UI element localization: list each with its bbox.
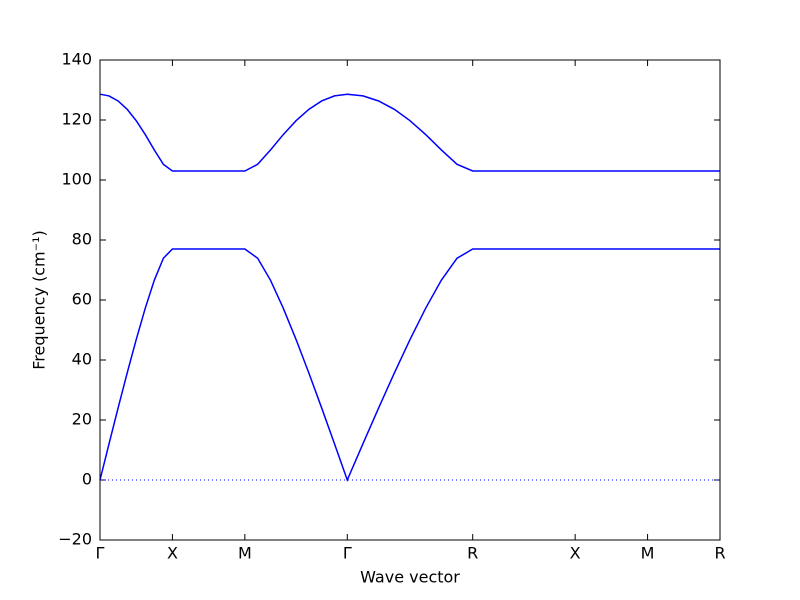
x-tick-label: R: [467, 544, 478, 563]
x-tick-label: X: [167, 544, 178, 563]
y-tick-label: 140: [61, 50, 92, 69]
x-tick-label: R: [714, 544, 725, 563]
x-tick-label: Γ: [96, 544, 105, 563]
x-tick-label: X: [570, 544, 581, 563]
plot-frame: [99, 59, 721, 541]
y-axis-label: Frequency (cm⁻¹): [30, 230, 49, 369]
y-tick-label: 60: [72, 290, 92, 309]
y-tick-label: 0: [82, 470, 92, 489]
y-tick-label: 100: [61, 170, 92, 189]
y-tick-label: 20: [72, 410, 92, 429]
band-line: [99, 93, 720, 172]
y-tick-label: −20: [58, 530, 92, 549]
x-tick-label: Γ: [343, 544, 352, 563]
y-tick-label: 120: [61, 110, 92, 129]
x-tick-label: M: [238, 544, 252, 563]
y-tick-label: 40: [72, 350, 92, 369]
x-tick-label: M: [641, 544, 655, 563]
y-tick-label: 80: [72, 230, 92, 249]
band-line: [99, 248, 720, 483]
x-axis-label: Wave vector: [360, 568, 460, 587]
